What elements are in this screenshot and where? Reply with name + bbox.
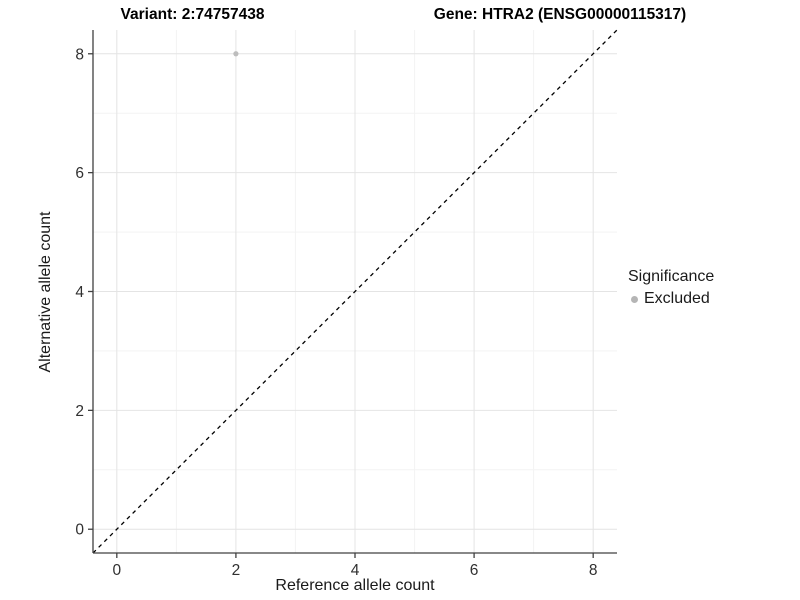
legend-entry-label: Excluded <box>644 290 710 307</box>
x-tick-label: 0 <box>113 562 122 579</box>
plot-title-variant: Variant: 2:74757438 <box>120 6 265 23</box>
legend-title: Significance <box>628 268 715 285</box>
legend-point-icon <box>631 295 638 303</box>
y-tick-label: 8 <box>75 46 84 63</box>
data-points <box>233 51 239 57</box>
legend-entry-excluded: Excluded <box>631 290 714 308</box>
x-axis-title: Reference allele count <box>275 577 435 594</box>
y-tick-label: 6 <box>75 165 84 182</box>
x-tick-label: 6 <box>470 562 479 579</box>
x-tick-label: 4 <box>351 562 360 579</box>
data-point <box>233 51 239 57</box>
y-axis-title: Alternative allele count <box>37 211 54 373</box>
y-tick-label: 0 <box>75 522 84 539</box>
identity-line <box>92 29 618 554</box>
legend: Significance Excluded <box>628 268 714 308</box>
x-tick-label: 2 <box>232 562 241 579</box>
axis-tick-marks <box>88 53 594 558</box>
x-tick-label: 8 <box>589 562 598 579</box>
y-tick-label: 4 <box>75 284 84 301</box>
axis-tick-labels: 0 2 4 6 8 0 2 4 6 8 <box>75 46 597 579</box>
y-tick-label: 2 <box>75 403 84 420</box>
identity-line-group <box>92 29 618 554</box>
plot-title-gene: Gene: HTRA2 (ENSG00000115317) <box>433 6 687 23</box>
